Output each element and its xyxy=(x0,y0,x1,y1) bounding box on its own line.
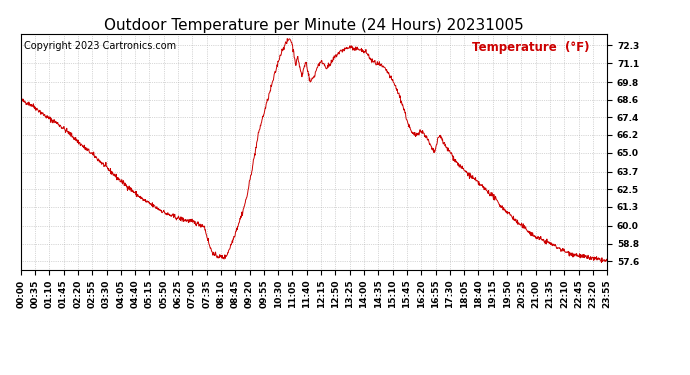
Text: Copyright 2023 Cartronics.com: Copyright 2023 Cartronics.com xyxy=(23,41,176,51)
Title: Outdoor Temperature per Minute (24 Hours) 20231005: Outdoor Temperature per Minute (24 Hours… xyxy=(104,18,524,33)
Text: Temperature  (°F): Temperature (°F) xyxy=(472,41,589,54)
